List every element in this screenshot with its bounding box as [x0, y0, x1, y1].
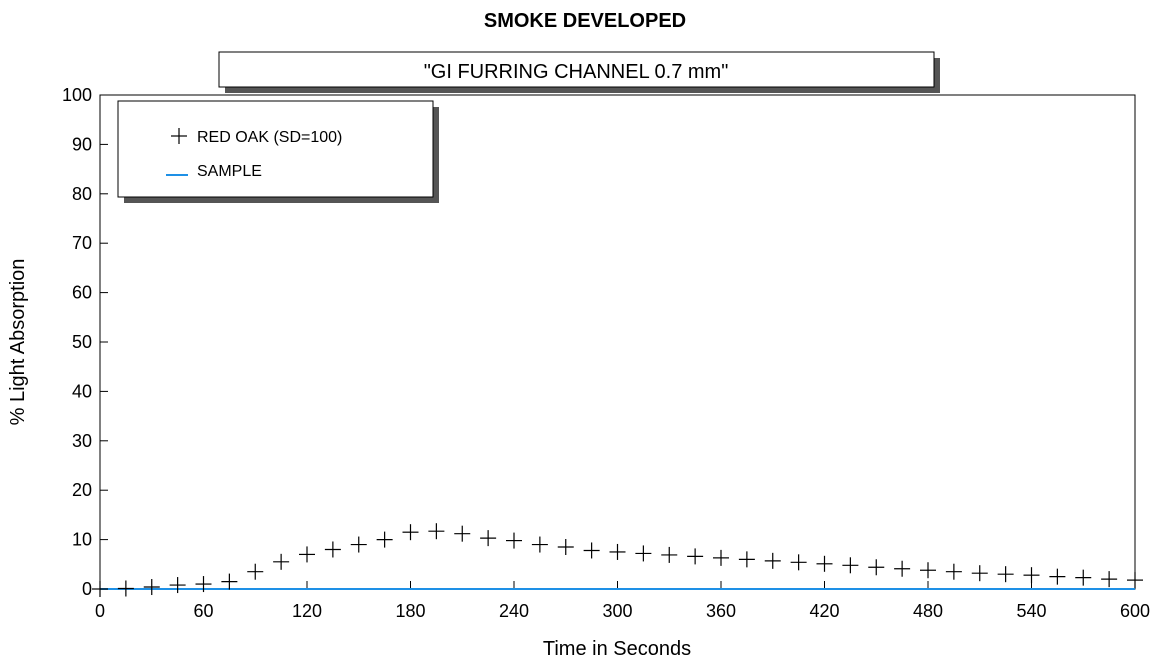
- red-oak-point: [1023, 567, 1040, 584]
- red-oak-point: [557, 539, 574, 556]
- red-oak-point: [1127, 572, 1143, 589]
- legend-label-sample: SAMPLE: [197, 163, 262, 180]
- y-tick-label: 60: [72, 283, 92, 303]
- red-oak-point: [583, 542, 600, 559]
- y-tick-label: 40: [72, 381, 92, 401]
- subtitle-box: "GI FURRING CHANNEL 0.7 mm": [218, 51, 940, 93]
- red-oak-point: [920, 562, 936, 579]
- y-tick-label: 100: [62, 85, 92, 105]
- y-tick-label: 90: [72, 134, 92, 154]
- x-tick-label: 540: [1016, 601, 1046, 621]
- red-oak-point: [1049, 568, 1066, 585]
- x-tick-label: 360: [706, 601, 736, 621]
- red-oak-point: [299, 546, 315, 563]
- red-oak-point: [324, 541, 341, 558]
- legend: RED OAK (SD=100) SAMPLE: [117, 100, 439, 203]
- red-oak-point: [169, 577, 186, 594]
- y-tick-label: 50: [72, 332, 92, 352]
- red-oak-point: [402, 524, 419, 541]
- red-oak-point: [997, 566, 1014, 583]
- y-tick-label: 70: [72, 233, 92, 253]
- y-tick-label: 30: [72, 431, 92, 451]
- x-tick-label: 60: [193, 601, 213, 621]
- red-oak-point: [635, 545, 652, 562]
- red-oak-point: [221, 573, 238, 590]
- red-oak-point: [868, 559, 885, 576]
- red-oak-point: [117, 580, 134, 597]
- red-oak-point: [816, 555, 833, 572]
- red-oak-point: [247, 563, 264, 580]
- red-oak-point: [531, 536, 548, 553]
- x-tick-label: 480: [913, 601, 943, 621]
- x-tick-label: 300: [602, 601, 632, 621]
- chart-subtitle: "GI FURRING CHANNEL 0.7 mm": [424, 61, 729, 83]
- red-oak-point: [428, 523, 445, 540]
- x-tick-label: 120: [292, 601, 322, 621]
- y-axis: 0 10 20 30 40 50 60 70 80 90 100: [62, 85, 108, 599]
- red-oak-point: [713, 549, 729, 566]
- x-tick-label: 420: [809, 601, 839, 621]
- legend-marker-red-oak: [171, 128, 187, 144]
- red-oak-point: [92, 581, 108, 597]
- legend-label-red-oak: RED OAK (SD=100): [197, 129, 342, 146]
- y-tick-label: 10: [72, 530, 92, 550]
- y-axis-label: % Light Absorption: [7, 259, 29, 426]
- red-oak-point: [350, 536, 367, 553]
- series-red-oak: [92, 523, 1143, 597]
- red-oak-point: [842, 557, 859, 574]
- red-oak-point: [195, 576, 212, 593]
- red-oak-point: [971, 565, 988, 582]
- red-oak-point: [1101, 571, 1118, 588]
- red-oak-point: [738, 551, 755, 568]
- x-axis: 0 60 120 180 240 300 360 420 480 540 600: [95, 581, 1150, 621]
- red-oak-point: [945, 563, 962, 580]
- red-oak-point: [790, 554, 807, 571]
- x-tick-label: 0: [95, 601, 105, 621]
- red-oak-point: [1075, 569, 1092, 586]
- red-oak-point: [454, 525, 471, 542]
- x-tick-label: 180: [395, 601, 425, 621]
- x-tick-label: 240: [499, 601, 529, 621]
- y-tick-label: 20: [72, 480, 92, 500]
- x-axis-label: Time in Seconds: [543, 638, 691, 660]
- red-oak-point: [609, 543, 626, 560]
- red-oak-point: [894, 560, 911, 577]
- red-oak-point: [506, 532, 522, 549]
- red-oak-point: [661, 546, 678, 563]
- red-oak-point: [376, 531, 393, 548]
- red-oak-point: [687, 548, 704, 565]
- y-tick-label: 0: [82, 579, 92, 599]
- red-oak-point: [764, 552, 781, 569]
- y-tick-label: 80: [72, 184, 92, 204]
- x-tick-label: 600: [1120, 601, 1150, 621]
- chart-title: SMOKE DEVELOPED: [484, 10, 686, 32]
- red-oak-point: [480, 530, 497, 547]
- red-oak-point: [143, 579, 160, 596]
- red-oak-point: [273, 553, 290, 570]
